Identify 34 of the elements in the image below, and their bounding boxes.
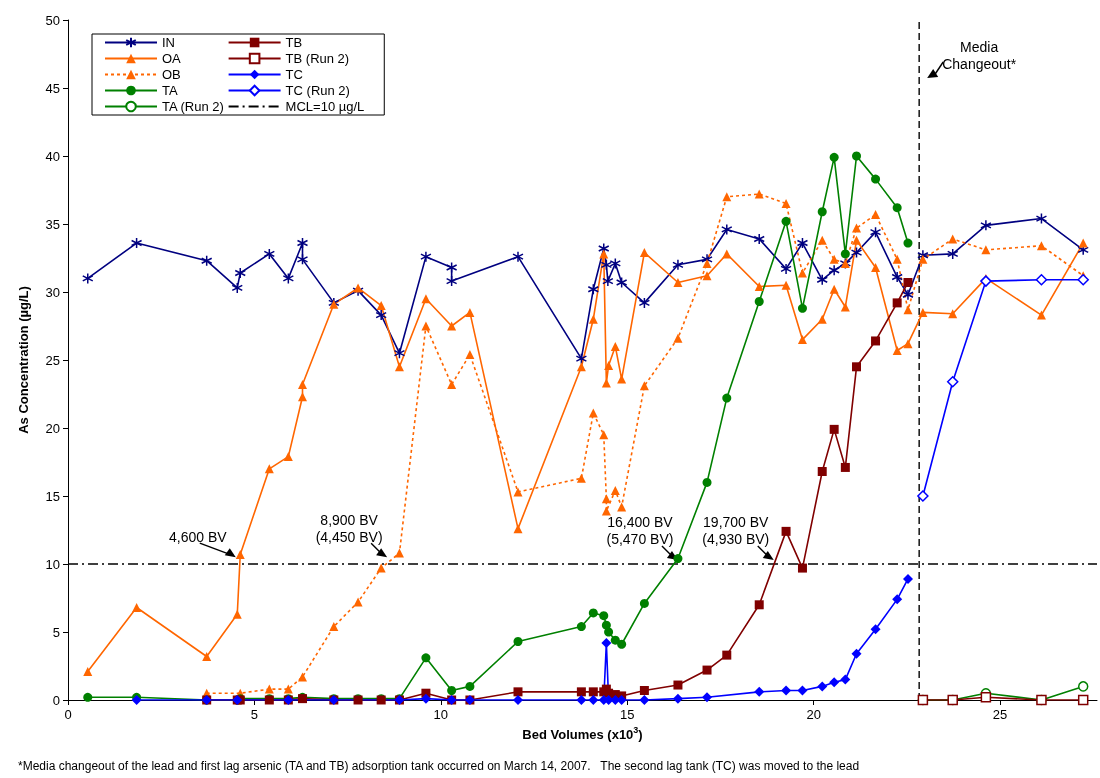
x-tick-label: 5 bbox=[250, 707, 259, 722]
y-tick-label: 40 bbox=[45, 148, 60, 164]
y-tick-label: 45 bbox=[45, 80, 60, 96]
legend-label: MCL=10 µg/L bbox=[285, 99, 365, 114]
y-tick-label: 30 bbox=[45, 284, 60, 300]
x-tick-label: 0 bbox=[64, 707, 72, 722]
y-tick-label: 50 bbox=[45, 12, 60, 28]
annotation: 8,900 BV (4,450 BV) bbox=[315, 511, 383, 545]
legend-label: IN bbox=[162, 35, 175, 50]
y-tick-label: 15 bbox=[45, 488, 60, 504]
x-tick-label: 15 bbox=[620, 707, 635, 722]
x-tick-label: 10 bbox=[433, 707, 449, 722]
annotation: 19,700 BV (4,930 BV) bbox=[702, 514, 770, 548]
legend-label: OA bbox=[162, 51, 182, 66]
y-tick-label: 0 bbox=[52, 692, 60, 708]
ref-line-label: Media Changeout* bbox=[942, 38, 1017, 72]
legend-label: TA bbox=[162, 83, 178, 98]
y-tick-label: 35 bbox=[45, 216, 60, 232]
legend-label: TC bbox=[285, 67, 303, 82]
legend-label: TB (Run 2) bbox=[285, 51, 350, 66]
legend-label: TB bbox=[285, 35, 303, 50]
y-tick-label: 25 bbox=[45, 352, 60, 368]
y-axis-title: As Concentration (µg/L) bbox=[16, 286, 31, 434]
annotation: 16,400 BV (5,470 BV) bbox=[606, 514, 674, 548]
annotation: 4,600 BV bbox=[168, 528, 228, 545]
text: *Media changeout of the lead and first lag arsenic (TA and TB) adsorption tank occurred on March 14, 2007. The second lag tank (TC) was moved to the lead bbox=[18, 759, 860, 773]
legend-label: TA (Run 2) bbox=[162, 99, 224, 114]
legend-label: OB bbox=[162, 67, 181, 82]
y-tick-label: 5 bbox=[52, 624, 60, 640]
y-tick-label: 20 bbox=[45, 420, 60, 436]
x-tick-label: 25 bbox=[992, 707, 1008, 722]
y-tick-label: 10 bbox=[45, 556, 60, 572]
x-tick-label: 20 bbox=[806, 707, 821, 722]
legend-label: TC (Run 2) bbox=[285, 83, 350, 98]
